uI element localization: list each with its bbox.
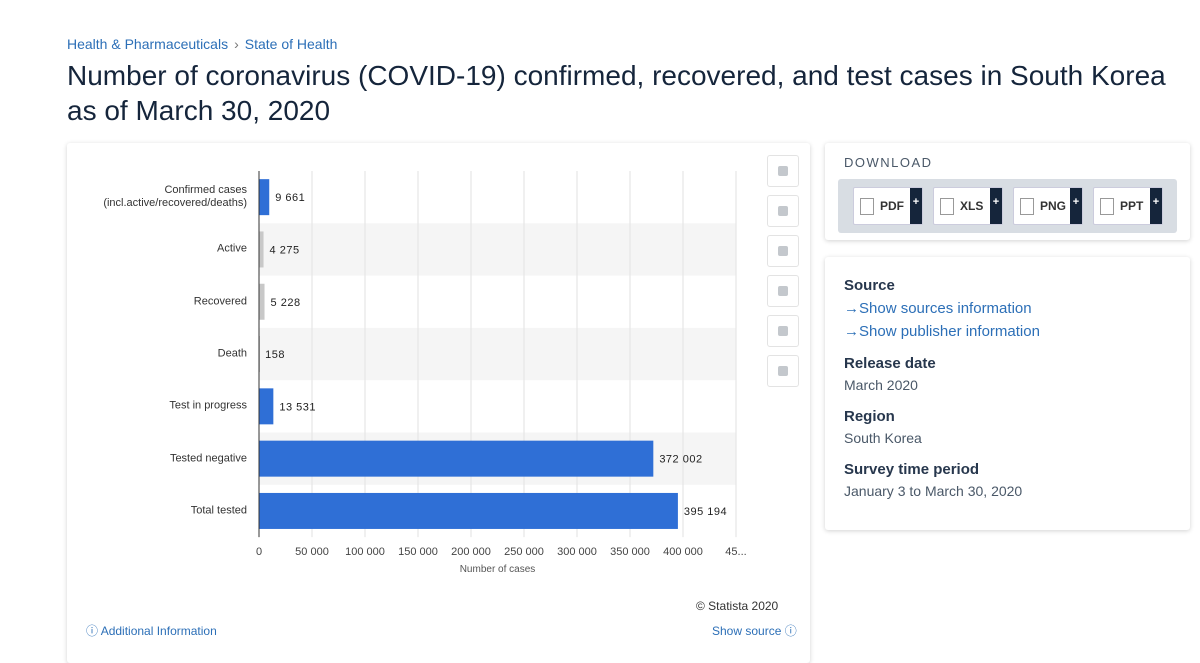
bar — [259, 231, 264, 268]
copyright: © Statista 2020 — [696, 599, 779, 613]
breadcrumb-separator: › — [234, 36, 239, 52]
x-tick-label: 0 — [256, 546, 262, 558]
bar — [259, 283, 265, 320]
download-button[interactable]: XLS + — [933, 187, 1003, 225]
page-title: Number of coronavirus (COVID-19) confirm… — [67, 60, 1166, 126]
x-tick-label: 350 000 — [610, 546, 650, 558]
share-button[interactable] — [767, 275, 799, 307]
button-plus: + — [1070, 188, 1082, 224]
button-label: XLS — [960, 199, 984, 213]
x-tick-label: 100 000 — [345, 546, 385, 558]
download-button[interactable]: PDF + — [853, 187, 923, 225]
show-source-link[interactable]: Show source ⓘ — [712, 624, 797, 638]
file-icon — [940, 198, 954, 215]
breadcrumb-link[interactable]: State of Health — [244, 36, 338, 52]
bar — [259, 179, 270, 216]
x-tick-label: 250 000 — [504, 546, 544, 558]
x-axis-title: Number of cases — [460, 564, 536, 575]
source-link[interactable]: Show sources information — [844, 300, 1032, 317]
button-label: PDF — [880, 199, 904, 213]
chart-card: 0 50 000 100 000 150 000 200 000 250 000 300 0… — [67, 143, 810, 663]
y-tick-label: Active — [217, 242, 247, 255]
cite-button[interactable] — [767, 315, 799, 347]
x-tick-label: 300 000 — [557, 546, 597, 558]
download-button[interactable]: PPT + — [1093, 187, 1163, 225]
x-tick-label: 200 000 — [451, 546, 491, 558]
button-plus: + — [910, 188, 922, 224]
button-plus: + — [990, 188, 1002, 224]
source-heading: Source — [844, 277, 895, 294]
value-label: 13 531 — [279, 401, 316, 413]
y-tick-label: Test in progress — [169, 399, 247, 412]
info-heading: Region — [844, 408, 895, 425]
bar — [259, 388, 274, 425]
y-tick-label: Confirmed cases (incl.active/recovered/d… — [103, 184, 247, 210]
y-tick-label: Tested negative — [169, 452, 247, 465]
chart: 0 50 000 100 000 150 000 200 000 250 000 300 0… — [256, 171, 747, 575]
download-card: DOWNLOAD PDF + XLS + PNG + PPT + — [825, 143, 1190, 240]
download-button[interactable]: PNG + — [1013, 187, 1083, 225]
file-icon — [860, 198, 874, 215]
alert-button[interactable] — [767, 195, 799, 227]
value-label: 4 275 — [270, 244, 300, 256]
file-icon — [1100, 198, 1114, 215]
y-tick-label: Death — [217, 347, 247, 360]
info-heading: Release date — [844, 355, 936, 372]
button-label: PPT — [1120, 199, 1144, 213]
breadcrumb-link[interactable]: Health & Pharmaceuticals — [67, 36, 229, 52]
x-tick-label: 400 000 — [663, 546, 703, 558]
y-tick-label: Recovered — [193, 295, 247, 308]
additional-info-link[interactable]: ⓘ Additional Information — [86, 624, 217, 638]
info-text: South Korea — [844, 430, 922, 446]
x-tick-label: 45... — [725, 546, 746, 558]
link-text: Additional Information — [100, 624, 217, 638]
value-label: 158 — [265, 349, 285, 361]
button-plus: + — [1150, 188, 1162, 224]
info-card: Source Show sources information Show publi… — [825, 257, 1190, 530]
value-label: 395 194 — [684, 506, 727, 518]
download-bar: PDF + XLS + PNG + PPT + — [838, 179, 1177, 233]
file-icon — [1020, 198, 1034, 215]
breadcrumb: Health & Pharmaceuticals › State of Health — [67, 36, 337, 52]
settings-button[interactable] — [767, 235, 799, 267]
button-label: PNG — [1040, 199, 1067, 213]
x-tick-label: 50 000 — [295, 546, 329, 558]
value-label: 9 661 — [275, 192, 305, 204]
bar — [259, 440, 654, 477]
row-band — [259, 327, 736, 381]
row-band — [259, 223, 736, 276]
source-link[interactable]: Show publisher information — [844, 323, 1040, 340]
print-button[interactable] — [767, 355, 799, 387]
x-tick-label: 150 000 — [398, 546, 438, 558]
favorite-button[interactable] — [767, 155, 799, 187]
download-heading: DOWNLOAD — [844, 155, 933, 170]
value-label: 5 228 — [271, 297, 301, 309]
info-text: March 2020 — [844, 377, 918, 393]
bar — [259, 492, 678, 529]
info-heading: Survey time period — [844, 461, 980, 478]
y-tick-label: Total tested — [190, 504, 247, 517]
link-text: Show source — [712, 624, 782, 638]
value-label: 372 002 — [659, 454, 702, 466]
info-text: January 3 to March 30, 2020 — [844, 483, 1023, 499]
